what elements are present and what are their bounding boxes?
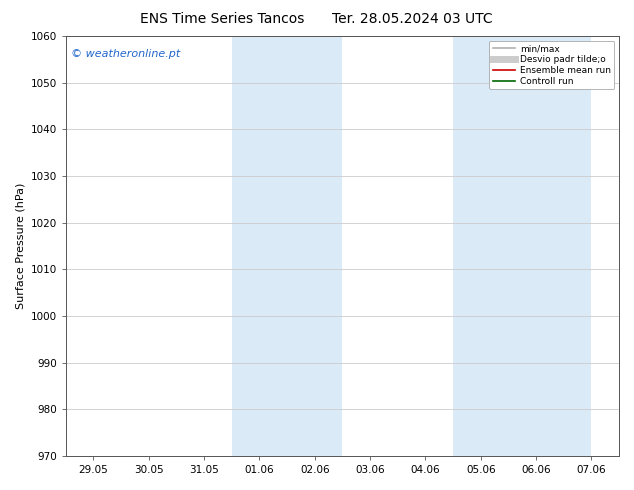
Bar [232, 36, 342, 456]
Text: ENS Time Series Tancos: ENS Time Series Tancos [139, 12, 304, 26]
Text: © weatheronline.pt: © weatheronline.pt [72, 49, 181, 59]
Bar [453, 36, 592, 456]
Text: Ter. 28.05.2024 03 UTC: Ter. 28.05.2024 03 UTC [332, 12, 493, 26]
Legend: min/max, Desvio padr tilde;o, Ensemble mean run, Controll run: min/max, Desvio padr tilde;o, Ensemble m… [489, 41, 614, 89]
Y-axis label: Surface Pressure (hPa): Surface Pressure (hPa) [15, 183, 25, 309]
